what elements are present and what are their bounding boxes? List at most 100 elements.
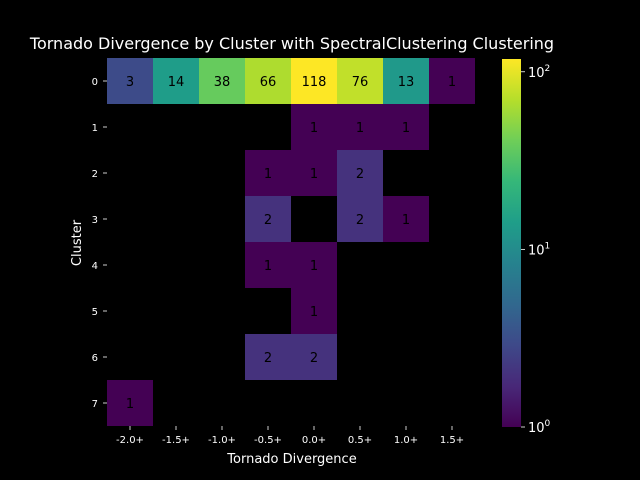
heatmap-cell	[199, 334, 245, 380]
x-tick-label: 1.0+	[394, 435, 418, 446]
heatmap-cell	[153, 196, 199, 242]
y-tick-label: 6	[92, 353, 98, 364]
y-tick-label: 0	[92, 77, 98, 88]
x-tick-label: 0.0+	[302, 435, 326, 446]
y-tick-label: 4	[92, 261, 98, 272]
heatmap-cells: 3 14 38 66 118 76 13 1 1 1 1 1 1 2 2 2 1 1 1 1 2 2 1	[107, 58, 475, 426]
x-tick-label: 1.5+	[440, 435, 464, 446]
heatmap-cell	[383, 58, 429, 104]
heatmap-cell	[291, 288, 337, 334]
heatmap-cell	[429, 150, 475, 196]
heatmap-cell	[245, 380, 291, 426]
heatmap-cell	[383, 104, 429, 150]
cell-value-label: 1	[264, 167, 272, 182]
heatmap-cell	[337, 380, 383, 426]
heatmap-cell	[199, 380, 245, 426]
heatmap-cell	[337, 242, 383, 288]
heatmap-cell	[107, 150, 153, 196]
cell-value-label: 76	[352, 75, 369, 90]
heatmap-cell	[153, 334, 199, 380]
x-tick-label: -0.5+	[254, 435, 282, 446]
cell-value-label: 1	[402, 121, 410, 136]
heatmap-cell	[199, 58, 245, 104]
heatmap-cell	[199, 104, 245, 150]
heatmap-cell	[153, 104, 199, 150]
heatmap-cell	[245, 150, 291, 196]
heatmap-cell	[337, 150, 383, 196]
heatmap-cell	[107, 288, 153, 334]
heatmap-cell	[291, 242, 337, 288]
cell-value-label: 1	[126, 397, 134, 412]
colorbar: 100 101 102	[502, 59, 551, 436]
cell-value-label: 2	[264, 351, 272, 366]
x-tick-label: 0.5+	[348, 435, 372, 446]
cell-value-label: 3	[126, 75, 134, 90]
heatmap-cell	[429, 196, 475, 242]
heatmap-cell	[383, 288, 429, 334]
colorbar-tick-label: 100	[528, 419, 551, 436]
heatmap-cell	[107, 334, 153, 380]
heatmap-cell	[153, 58, 199, 104]
heatmap-cell	[291, 104, 337, 150]
heatmap-cell	[291, 58, 337, 104]
y-tick-label: 7	[92, 399, 98, 410]
heatmap-cell	[245, 104, 291, 150]
colorbar-ticks: 100 101 102	[521, 64, 551, 436]
heatmap-cell	[153, 242, 199, 288]
heatmap-cell	[245, 334, 291, 380]
heatmap-cell	[199, 242, 245, 288]
cell-value-label: 1	[448, 75, 456, 90]
heatmap-cell	[337, 334, 383, 380]
cell-value-label: 1	[310, 305, 318, 320]
heatmap-cell	[429, 58, 475, 104]
y-tick-label: 5	[92, 307, 98, 318]
heatmap-cell	[245, 196, 291, 242]
heatmap-cell	[429, 380, 475, 426]
cell-value-label: 1	[310, 259, 318, 274]
x-axis-label: Tornado Divergence	[226, 452, 356, 467]
heatmap-cell	[383, 242, 429, 288]
y-tick-label: 2	[92, 169, 98, 180]
heatmap-cell	[383, 334, 429, 380]
heatmap-cell	[337, 288, 383, 334]
cell-value-label: 13	[398, 75, 415, 90]
heatmap-cell	[199, 288, 245, 334]
colorbar-tick-label: 101	[528, 241, 550, 258]
heatmap-cell	[199, 196, 245, 242]
x-axis-ticks: -2.0+ -1.5+ -1.0+ -0.5+ 0.0+ 0.5+ 1.0+ 1.5+	[116, 426, 464, 446]
cell-value-label: 1	[402, 213, 410, 228]
heatmap-cell	[429, 288, 475, 334]
heatmap-cell	[291, 196, 337, 242]
heatmap-cell	[337, 58, 383, 104]
y-axis-ticks: 0 1 2 3 4 5 6 7	[92, 77, 107, 410]
cell-value-label: 66	[260, 75, 277, 90]
x-tick-label: -1.5+	[162, 435, 190, 446]
cell-value-label: 2	[356, 167, 364, 182]
heatmap-cell	[107, 380, 153, 426]
heatmap-cell	[291, 380, 337, 426]
heatmap-cell	[107, 58, 153, 104]
cell-value-label: 2	[264, 213, 272, 228]
y-tick-label: 1	[92, 123, 98, 134]
cell-value-label: 1	[310, 121, 318, 136]
y-axis-label: Cluster	[70, 219, 85, 266]
heatmap-cell	[429, 242, 475, 288]
y-tick-label: 3	[92, 215, 98, 226]
heatmap-cell	[383, 196, 429, 242]
heatmap-cell	[383, 150, 429, 196]
heatmap-cell	[107, 104, 153, 150]
cell-value-label: 1	[264, 259, 272, 274]
heatmap-cell	[107, 196, 153, 242]
x-tick-label: -2.0+	[116, 435, 144, 446]
cell-value-label: 2	[356, 213, 364, 228]
heatmap-cell	[337, 104, 383, 150]
chart-title: Tornado Divergence by Cluster with Spect…	[29, 34, 554, 53]
x-tick-label: -1.0+	[208, 435, 236, 446]
cell-value-label: 38	[214, 75, 231, 90]
heatmap-cell	[291, 150, 337, 196]
cell-value-label: 14	[168, 75, 185, 90]
colorbar-gradient	[502, 59, 521, 427]
heatmap-cell	[153, 288, 199, 334]
heatmap-cell	[199, 150, 245, 196]
